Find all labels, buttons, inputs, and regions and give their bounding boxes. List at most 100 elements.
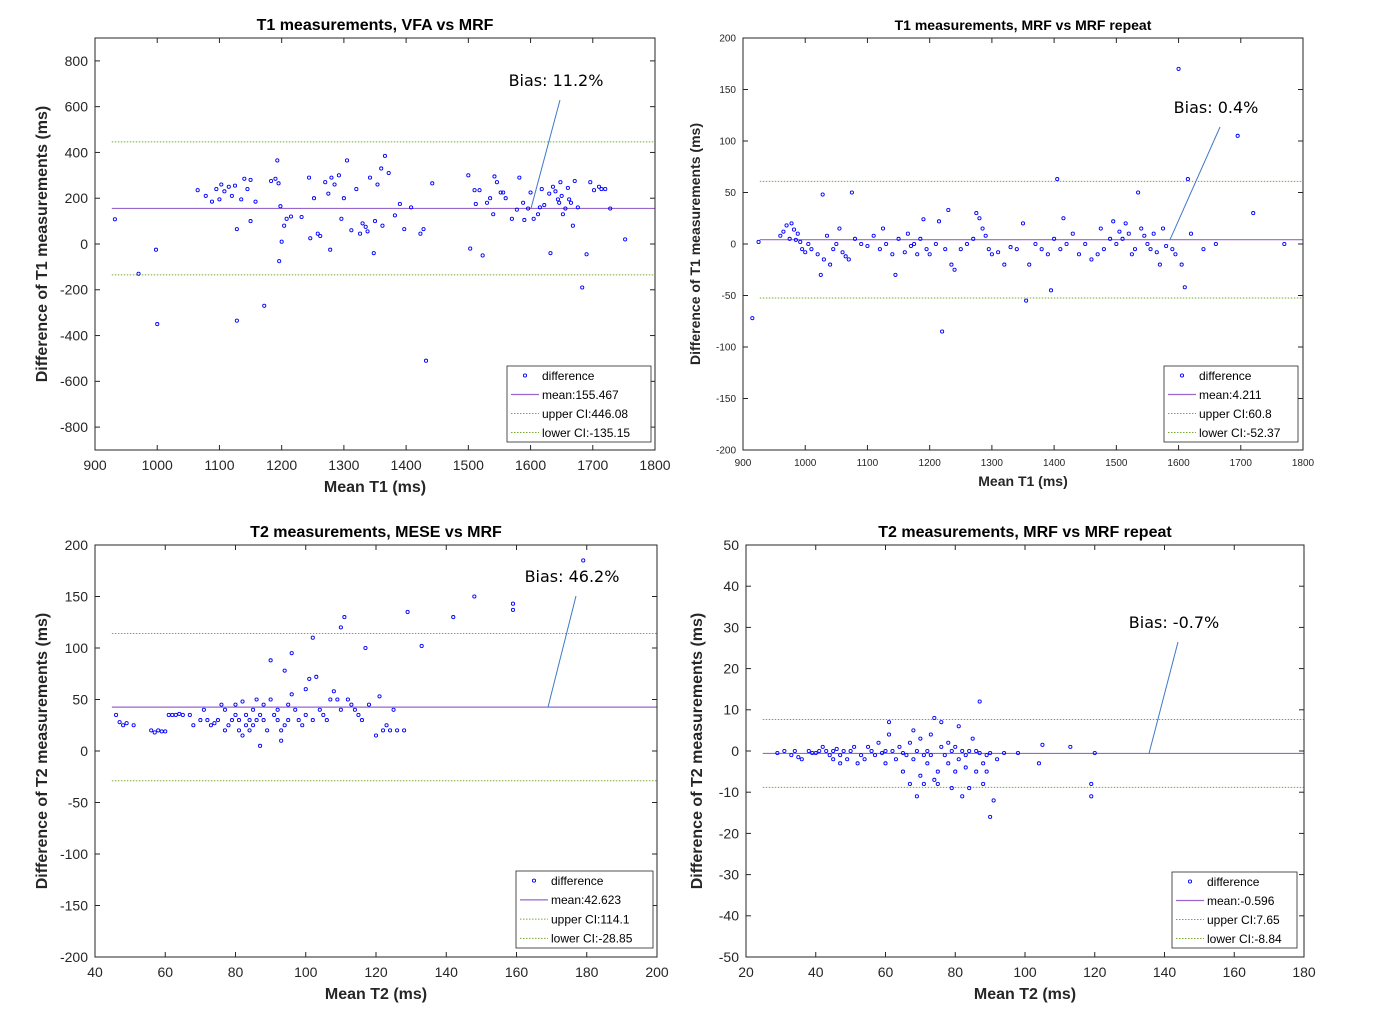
data-point	[942, 753, 947, 758]
chart-svg: T2 measurements, MESE vs MRF 40 60 80 100 120…	[34, 524, 669, 1003]
data-point	[342, 615, 347, 620]
data-point	[528, 190, 533, 195]
data-point	[953, 744, 958, 749]
y-tick-label: -200	[60, 949, 88, 965]
data-point	[570, 223, 575, 228]
data-point	[239, 197, 244, 202]
data-point	[282, 668, 287, 673]
bias-arrow	[1169, 126, 1221, 240]
data-point	[131, 723, 136, 728]
y-tick-label: -200	[60, 282, 88, 298]
data-point	[299, 214, 304, 220]
data-point	[859, 753, 864, 758]
data-point	[276, 181, 281, 186]
data-point	[893, 757, 899, 762]
data-point	[286, 718, 291, 723]
data-point	[1132, 247, 1138, 252]
legend-entry: difference	[551, 874, 604, 888]
data-point	[977, 216, 982, 221]
data-point	[251, 723, 256, 728]
data-point	[855, 761, 860, 766]
y-tick-label: 400	[65, 144, 89, 160]
data-point	[859, 241, 864, 247]
y-tick-label: 50	[72, 691, 88, 707]
data-point	[382, 153, 388, 158]
data-point	[1173, 252, 1178, 257]
data-point	[921, 753, 926, 758]
data-point	[293, 707, 298, 712]
data-point	[173, 712, 178, 717]
y-tick-label: 0	[731, 743, 739, 759]
data-point	[195, 188, 200, 193]
data-point	[1145, 241, 1150, 247]
data-point	[803, 250, 808, 255]
data-point	[956, 724, 961, 729]
data-point	[377, 694, 382, 699]
data-point	[1083, 241, 1088, 247]
data-point	[1098, 226, 1103, 231]
data-point	[852, 236, 858, 241]
y-tick-label: 600	[65, 99, 89, 115]
data-point	[262, 303, 267, 308]
data-point	[366, 702, 372, 707]
bias-arrow	[530, 99, 561, 209]
data-point	[279, 728, 284, 733]
data-point	[897, 744, 902, 749]
x-tick-label: 1800	[639, 457, 670, 473]
data-point	[838, 753, 843, 758]
x-tick-label: 140	[1153, 964, 1177, 980]
legend-entry: lower CI:-28.85	[551, 932, 633, 946]
data-point	[1070, 231, 1075, 236]
x-tick-label: 100	[1013, 964, 1037, 980]
y-tick-label: -600	[60, 373, 88, 389]
data-point	[960, 748, 965, 754]
data-point	[491, 212, 496, 217]
data-point	[472, 188, 477, 193]
data-point	[501, 190, 506, 195]
data-point	[967, 748, 972, 754]
data-point	[503, 196, 508, 201]
data-point	[557, 200, 562, 205]
data-point	[1251, 211, 1256, 216]
y-tick-label: 100	[65, 640, 89, 656]
data-point	[209, 199, 215, 204]
data-point	[358, 231, 363, 236]
data-point	[288, 214, 294, 219]
data-point	[409, 205, 414, 210]
data-point	[946, 207, 951, 213]
y-tick-label: 10	[723, 702, 739, 718]
data-point	[1201, 247, 1206, 252]
data-point	[575, 205, 580, 210]
data-point	[1089, 781, 1094, 787]
data-point	[380, 728, 386, 733]
bias-label: Bias: 46.2%	[525, 567, 620, 586]
data-point	[970, 736, 975, 741]
y-tick-label: 0	[80, 236, 88, 252]
data-point	[932, 715, 937, 721]
data-point	[995, 757, 1000, 762]
data-point	[974, 211, 979, 216]
data-point	[960, 794, 965, 799]
data-point	[326, 191, 331, 196]
data-point	[806, 748, 811, 754]
x-tick-label: 180	[1292, 964, 1316, 980]
x-tick-label: 1700	[1230, 458, 1253, 469]
data-point	[911, 757, 916, 762]
data-point	[405, 609, 410, 614]
data-point	[349, 702, 354, 707]
data-point	[843, 254, 848, 259]
legend-marker-difference	[1179, 373, 1185, 378]
data-point	[988, 814, 993, 819]
data-point	[984, 753, 989, 758]
data-point	[335, 697, 340, 702]
data-point	[509, 216, 514, 221]
data-point	[307, 676, 312, 681]
data-point	[943, 247, 948, 252]
data-point	[542, 203, 547, 208]
data-point	[272, 712, 277, 717]
data-point	[268, 658, 273, 663]
data-point	[1235, 133, 1240, 138]
chart-title: T1 measurements, MRF vs MRF repeat	[895, 17, 1152, 33]
y-tick-label: 150	[65, 588, 89, 604]
data-point	[848, 748, 853, 754]
